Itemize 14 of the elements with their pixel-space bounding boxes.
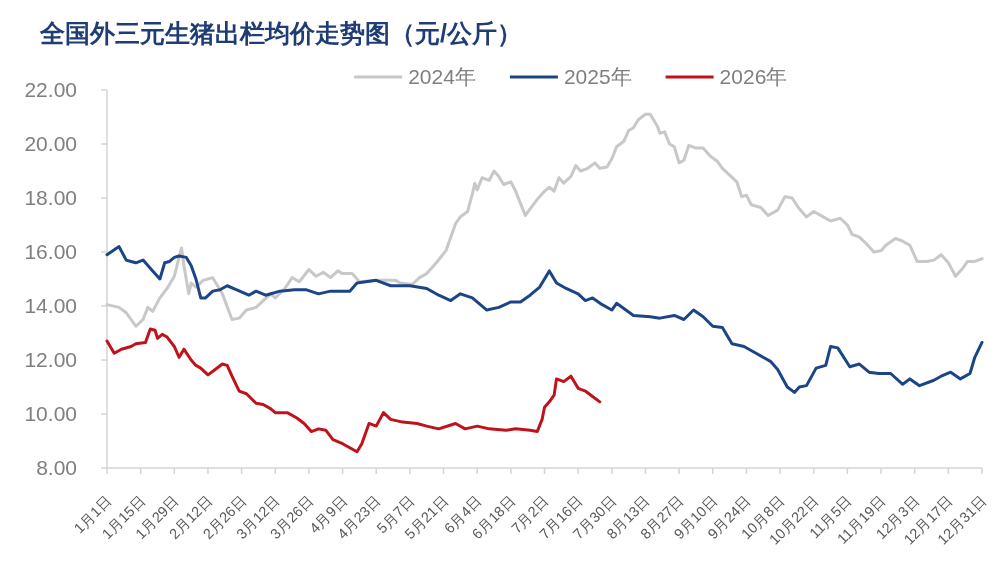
y-tick-label: 14.00 (24, 294, 77, 318)
y-tick-label: 10.00 (24, 402, 77, 426)
legend-label: 2024年 (408, 65, 476, 89)
line-series (105, 245, 984, 394)
legend-label: 2025年 (563, 65, 632, 89)
y-tick-label: 22.00 (24, 78, 77, 102)
line-series (105, 327, 602, 454)
y-tick-label: 16.00 (24, 240, 77, 264)
y-tick-label: 8.00 (36, 456, 77, 480)
y-tick-label: 18.00 (24, 186, 77, 210)
y-tick-label: 20.00 (24, 132, 77, 156)
legend-label: 2026年 (719, 65, 788, 89)
y-tick-label: 12.00 (24, 348, 77, 372)
chart-title: 全国外三元生猪出栏均价走势图（元/公斤） (39, 19, 522, 47)
